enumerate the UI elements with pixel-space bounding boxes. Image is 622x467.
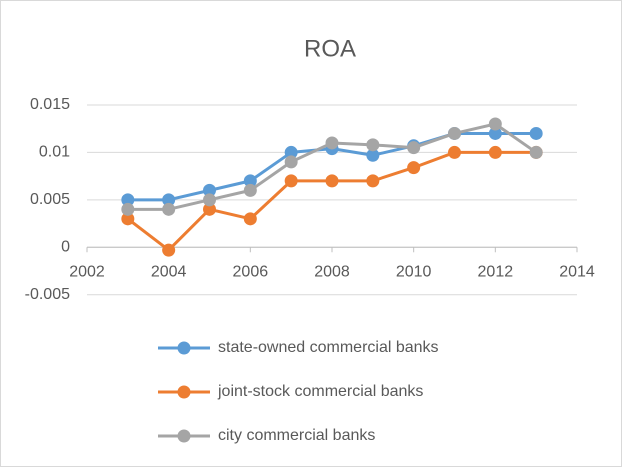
data-point xyxy=(121,212,135,226)
data-point xyxy=(488,117,502,131)
legend-label: joint-stock commercial banks xyxy=(217,383,423,400)
data-point xyxy=(243,183,257,197)
data-point xyxy=(162,202,176,216)
data-point xyxy=(243,174,257,188)
legend-swatch-marker xyxy=(177,341,191,355)
y-tick-label: 0.01 xyxy=(39,144,70,161)
x-tick-label: 2006 xyxy=(233,263,269,280)
data-point xyxy=(529,126,543,140)
data-point xyxy=(284,174,298,188)
data-point xyxy=(121,193,135,207)
y-tick-label: 0.015 xyxy=(30,96,70,113)
data-point xyxy=(325,174,339,188)
data-point xyxy=(366,174,380,188)
data-point xyxy=(366,148,380,162)
data-point xyxy=(448,126,461,140)
data-point xyxy=(203,193,216,207)
data-point xyxy=(162,243,176,257)
x-tick-label: 2004 xyxy=(151,263,187,280)
data-point xyxy=(203,202,216,216)
data-point xyxy=(162,193,176,207)
chart-title: ROA xyxy=(304,35,356,62)
x-tick-label: 2014 xyxy=(559,263,595,280)
data-point xyxy=(488,145,502,159)
data-point xyxy=(366,138,380,152)
x-tick-label: 2002 xyxy=(69,263,105,280)
data-point xyxy=(243,212,257,226)
data-point xyxy=(529,145,543,159)
data-point xyxy=(203,183,216,197)
data-point xyxy=(448,145,461,159)
data-point xyxy=(325,136,339,150)
x-tick-label: 2012 xyxy=(478,263,514,280)
data-point xyxy=(284,145,298,159)
y-tick-label: 0.005 xyxy=(30,191,70,208)
data-point xyxy=(121,202,135,216)
y-tick-label: -0.005 xyxy=(25,286,70,303)
data-point xyxy=(407,161,421,175)
legend-swatch-marker xyxy=(177,429,191,443)
y-tick-label: 0 xyxy=(61,238,70,255)
data-point xyxy=(284,155,298,169)
x-tick-label: 2010 xyxy=(396,263,432,280)
legend-label: city commercial banks xyxy=(218,427,375,444)
data-point xyxy=(488,126,502,140)
x-tick-label: 2008 xyxy=(314,263,350,280)
legend-label: state-owned commercial banks xyxy=(218,339,439,356)
legend-swatch-marker xyxy=(177,385,191,399)
data-point xyxy=(407,141,421,155)
